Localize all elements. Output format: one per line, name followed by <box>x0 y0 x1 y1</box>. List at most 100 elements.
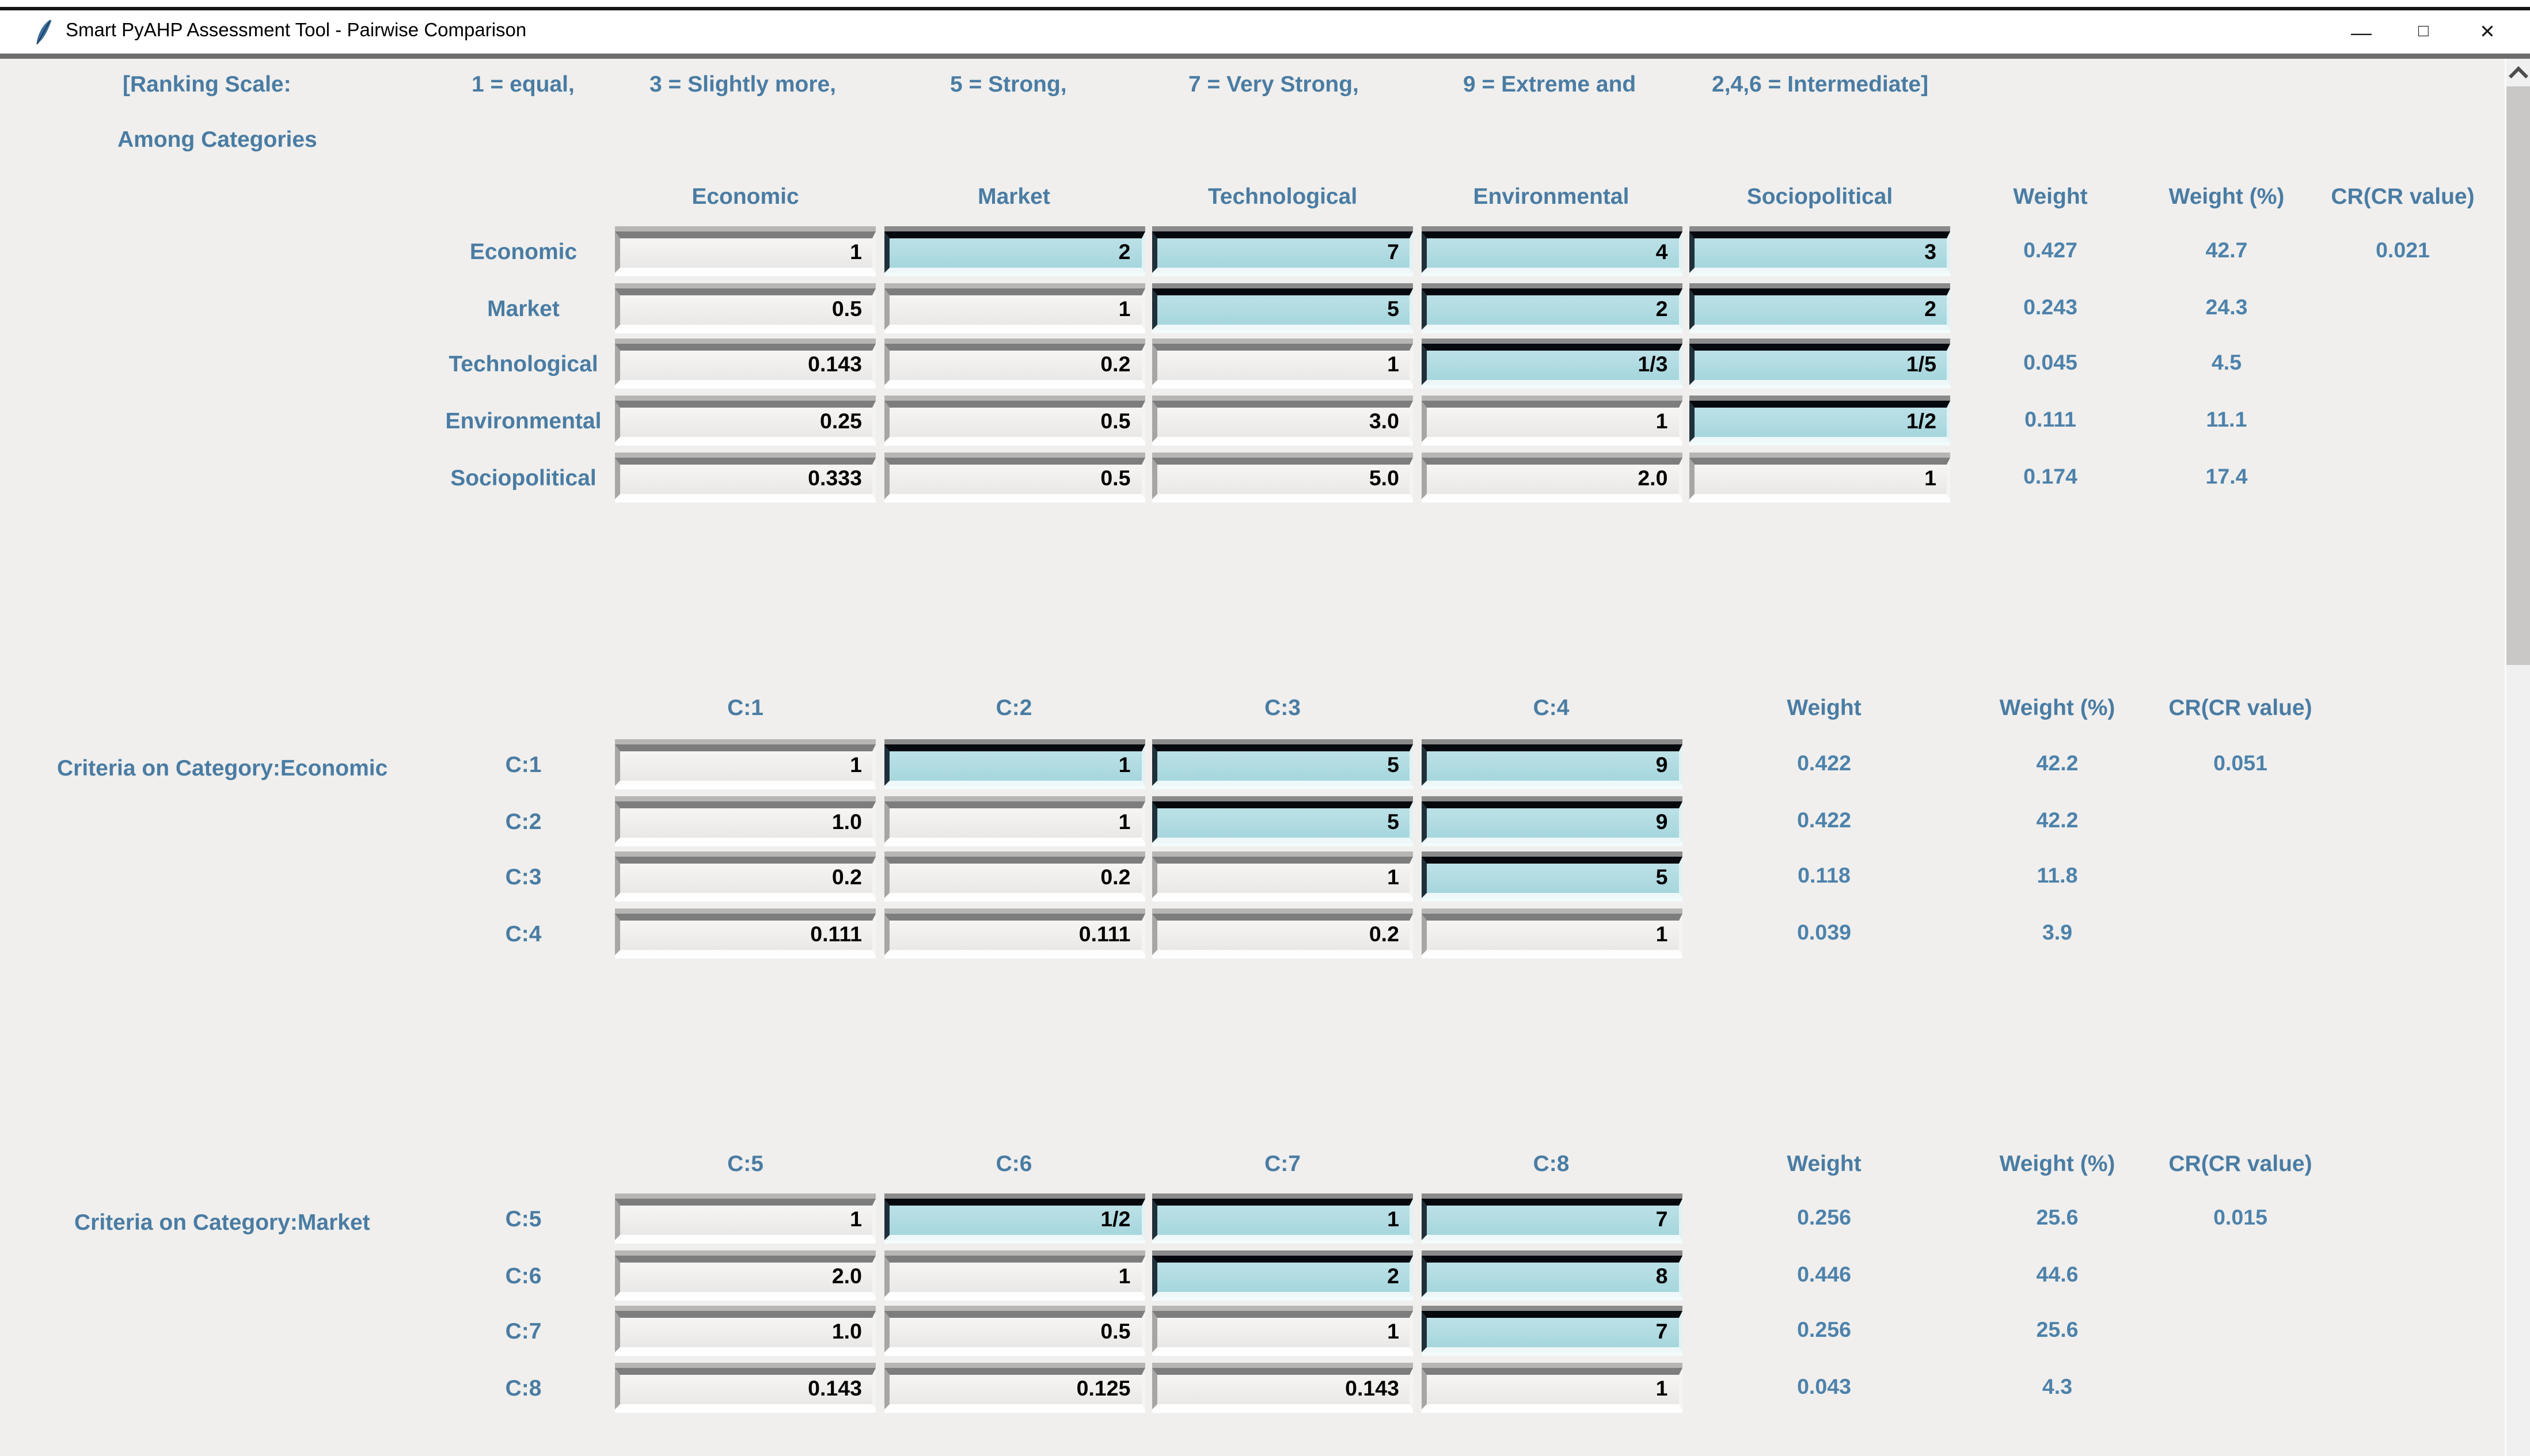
matrix-cell[interactable]: 1.0 <box>615 1311 876 1354</box>
matrix-cell[interactable]: 2.0 <box>1420 457 1682 499</box>
matrix-cell[interactable]: 0.25 <box>615 401 876 443</box>
cr-header: CR(CR value) <box>2168 1150 2312 1176</box>
weight-value: 0.243 <box>2023 295 2077 320</box>
weight-value: 0.256 <box>1797 1206 1851 1230</box>
weight-value: 0.256 <box>1797 1318 1851 1343</box>
row-label: Economic <box>469 238 578 264</box>
matrix-cell[interactable]: 0.2 <box>615 857 876 899</box>
matrix-cell[interactable]: 7 <box>1420 1199 1682 1240</box>
matrix-cell[interactable]: 1/5 <box>1689 344 1950 386</box>
matrix-cell[interactable]: 8 <box>1420 1255 1682 1297</box>
ranking-scale-label: [Ranking Scale: <box>123 71 291 97</box>
window-title: Smart PyAHP Assessment Tool - Pairwise C… <box>66 21 527 41</box>
matrix-cell[interactable]: 4 <box>1420 231 1682 273</box>
matrix-cell[interactable]: 5.0 <box>1152 457 1413 499</box>
matrix-cell[interactable]: 0.5 <box>883 457 1145 499</box>
matrix-cell[interactable]: 5 <box>1152 744 1413 786</box>
weight-value: 0.422 <box>1797 808 1851 832</box>
scrollbar-up-arrow[interactable] <box>2506 59 2530 86</box>
matrix-cell[interactable]: 1 <box>883 1255 1145 1297</box>
weight-pct-header: Weight (%) <box>1999 694 2115 720</box>
matrix-cell[interactable]: 2 <box>1152 1255 1413 1297</box>
matrix-cell[interactable]: 0.125 <box>883 1368 1145 1410</box>
weight-pct-value: 25.6 <box>2036 1206 2079 1230</box>
weight-pct-value: 42.2 <box>2036 808 2079 832</box>
matrix-cell[interactable]: 1 <box>615 744 876 786</box>
scrollbar-thumb[interactable] <box>2506 86 2530 665</box>
matrix-cell[interactable]: 1 <box>1152 344 1413 386</box>
weight-pct-value: 42.7 <box>2205 238 2248 263</box>
matrix-cell[interactable]: 1 <box>883 288 1145 330</box>
matrix-cell[interactable]: 1 <box>1689 457 1950 499</box>
matrix-cell[interactable]: 3.0 <box>1152 401 1413 443</box>
matrix-cell[interactable]: 1/2 <box>1689 401 1950 443</box>
vertical-scrollbar[interactable] <box>2505 59 2530 1456</box>
matrix-cell[interactable]: 1 <box>615 231 876 273</box>
matrix-cell[interactable]: 0.333 <box>615 457 876 499</box>
cr-value: 0.021 <box>2376 238 2430 263</box>
matrix-cell[interactable]: 0.143 <box>615 1368 876 1410</box>
matrix-cell[interactable]: 0.5 <box>615 288 876 330</box>
matrix-cell[interactable]: 0.5 <box>883 401 1145 443</box>
column-header: C:3 <box>1264 694 1301 720</box>
matrix-cell[interactable]: 0.2 <box>1152 914 1413 956</box>
matrix-cell[interactable]: 1 <box>1420 401 1682 443</box>
row-label: C:1 <box>505 751 542 777</box>
matrix-cell[interactable]: 5 <box>1152 288 1413 330</box>
row-label: C:5 <box>505 1206 542 1231</box>
matrix-cell[interactable]: 1 <box>1152 1199 1413 1240</box>
matrix-cell[interactable]: 5 <box>1152 801 1413 843</box>
row-label: Environmental <box>445 408 602 434</box>
matrix-cell[interactable]: 1/3 <box>1420 344 1682 386</box>
weight-pct-value: 44.6 <box>2036 1262 2079 1287</box>
matrix-cell[interactable]: 0.2 <box>883 857 1145 899</box>
ranking-scale-item-1: 1 = equal, <box>472 71 575 97</box>
column-header: C:2 <box>996 694 1032 720</box>
weight-header: Weight <box>1787 1150 1862 1176</box>
matrix-cell[interactable]: 2 <box>1420 288 1682 330</box>
matrix-cell[interactable]: 1 <box>883 744 1145 786</box>
matrix-cell[interactable]: 1 <box>883 801 1145 843</box>
section-label: Criteria on Category:Economic <box>57 755 388 781</box>
matrix-cell[interactable]: 3 <box>1689 231 1950 273</box>
matrix-cell[interactable]: 0.5 <box>883 1311 1145 1354</box>
weight-value: 0.043 <box>1797 1375 1851 1400</box>
weight-pct-value: 24.3 <box>2205 295 2248 320</box>
matrix-cell[interactable]: 5 <box>1420 857 1682 899</box>
matrix-cell[interactable]: 2.0 <box>615 1255 876 1297</box>
matrix-cell[interactable]: 7 <box>1152 231 1413 273</box>
matrix-cell[interactable]: 0.111 <box>883 914 1145 956</box>
matrix-cell[interactable]: 0.143 <box>1152 1368 1413 1410</box>
matrix-cell[interactable]: 1 <box>1420 914 1682 956</box>
weight-value: 0.118 <box>1798 864 1851 889</box>
matrix-cell[interactable]: 2 <box>1689 288 1950 330</box>
minimize-button[interactable]: — <box>2351 20 2372 44</box>
matrix-cell[interactable]: 1.0 <box>615 801 876 843</box>
close-button[interactable]: ✕ <box>2479 22 2495 43</box>
matrix-cell[interactable]: 1 <box>1152 857 1413 899</box>
matrix-cell[interactable]: 9 <box>1420 744 1682 786</box>
titlebar-separator <box>0 54 2530 59</box>
weight-pct-value: 42.2 <box>2036 751 2079 775</box>
matrix-cell[interactable]: 0.143 <box>615 344 876 386</box>
matrix-cell[interactable]: 0.2 <box>883 344 1145 386</box>
column-header: C:8 <box>1533 1150 1570 1176</box>
matrix-cell[interactable]: 2 <box>883 231 1145 273</box>
window-top-border <box>0 7 2530 10</box>
weight-pct-value: 3.9 <box>2042 921 2073 945</box>
matrix-cell[interactable]: 1 <box>615 1199 876 1240</box>
weight-value: 0.045 <box>2023 351 2077 376</box>
column-header: Technological <box>1207 183 1358 209</box>
matrix-cell[interactable]: 1 <box>1152 1311 1413 1354</box>
ranking-scale-item-246: 2,4,6 = Intermediate] <box>1712 71 1929 97</box>
matrix-cell[interactable]: 9 <box>1420 801 1682 843</box>
weight-header: Weight <box>1787 694 1862 720</box>
matrix-cell[interactable]: 1 <box>1420 1368 1682 1410</box>
column-header: C:7 <box>1264 1150 1301 1176</box>
weight-value: 0.174 <box>2023 464 2077 489</box>
row-label: Sociopolitical <box>450 464 597 491</box>
matrix-cell[interactable]: 1/2 <box>883 1199 1145 1240</box>
matrix-cell[interactable]: 7 <box>1420 1311 1682 1354</box>
matrix-cell[interactable]: 0.111 <box>615 914 876 956</box>
maximize-button[interactable]: □ <box>2418 22 2429 41</box>
